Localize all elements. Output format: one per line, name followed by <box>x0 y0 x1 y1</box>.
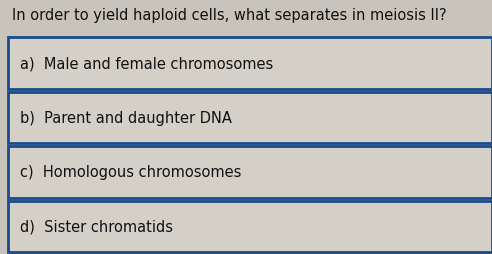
FancyBboxPatch shape <box>8 38 492 89</box>
Text: d)  Sister chromatids: d) Sister chromatids <box>20 219 173 234</box>
FancyBboxPatch shape <box>8 201 492 252</box>
Text: b)  Parent and daughter DNA: b) Parent and daughter DNA <box>20 110 232 125</box>
Text: In order to yield haploid cells, what separates in meiosis II?: In order to yield haploid cells, what se… <box>12 8 447 23</box>
FancyBboxPatch shape <box>8 146 492 198</box>
FancyBboxPatch shape <box>8 92 492 144</box>
Text: c)  Homologous chromosomes: c) Homologous chromosomes <box>20 165 242 180</box>
Text: a)  Male and female chromosomes: a) Male and female chromosomes <box>20 56 273 71</box>
